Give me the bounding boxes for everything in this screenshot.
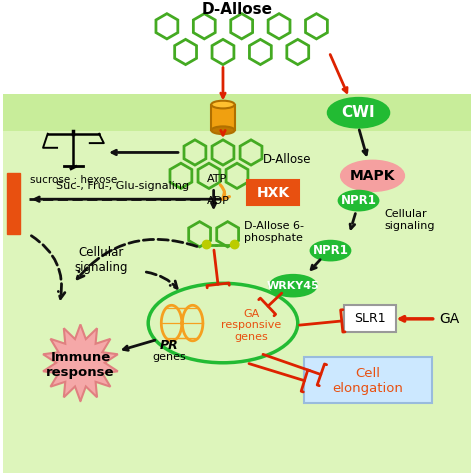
FancyBboxPatch shape <box>345 305 396 332</box>
Text: Cell
elongation: Cell elongation <box>332 366 403 394</box>
Text: GA: GA <box>439 312 460 326</box>
FancyArrowPatch shape <box>31 236 65 299</box>
Text: Cellular
signaling: Cellular signaling <box>384 210 435 231</box>
Text: genes: genes <box>152 352 186 362</box>
Text: MAPK: MAPK <box>350 169 395 183</box>
FancyBboxPatch shape <box>3 94 471 131</box>
Text: ATP: ATP <box>207 174 227 184</box>
Circle shape <box>230 240 239 249</box>
Text: SLR1: SLR1 <box>355 312 386 325</box>
Text: HXK: HXK <box>256 186 290 200</box>
FancyArrowPatch shape <box>146 272 177 288</box>
Ellipse shape <box>211 100 235 109</box>
Text: NPR1: NPR1 <box>312 244 348 257</box>
Circle shape <box>202 240 211 249</box>
Text: D-Allose: D-Allose <box>263 153 311 166</box>
Text: response: response <box>46 365 115 379</box>
FancyBboxPatch shape <box>304 357 432 403</box>
Text: GA
responsive
genes: GA responsive genes <box>221 309 281 342</box>
Text: D-Allose: D-Allose <box>201 2 273 18</box>
Text: WRKY45: WRKY45 <box>267 281 319 291</box>
FancyArrowPatch shape <box>77 239 197 279</box>
Ellipse shape <box>211 127 235 134</box>
Polygon shape <box>43 325 118 401</box>
Ellipse shape <box>310 241 350 260</box>
Text: ADP: ADP <box>207 196 229 206</box>
FancyBboxPatch shape <box>7 173 20 234</box>
Text: D-Allose 6-
phosphate: D-Allose 6- phosphate <box>244 221 304 243</box>
FancyArrowPatch shape <box>220 185 229 200</box>
Text: PR: PR <box>160 339 179 352</box>
FancyBboxPatch shape <box>211 105 235 130</box>
Text: sucrose : hexose: sucrose : hexose <box>30 175 117 185</box>
Ellipse shape <box>341 161 404 191</box>
Text: NPR1: NPR1 <box>341 194 376 207</box>
Ellipse shape <box>338 191 378 210</box>
FancyBboxPatch shape <box>3 131 471 473</box>
Text: CWI: CWI <box>342 105 375 120</box>
Ellipse shape <box>328 98 389 127</box>
Text: Immune: Immune <box>50 351 110 364</box>
FancyBboxPatch shape <box>247 180 299 205</box>
Text: Suc-, Fru-, Glu-signaling: Suc-, Fru-, Glu-signaling <box>56 181 189 191</box>
FancyBboxPatch shape <box>3 5 471 94</box>
Ellipse shape <box>270 275 317 296</box>
Text: Cellular
signaling: Cellular signaling <box>75 246 128 274</box>
